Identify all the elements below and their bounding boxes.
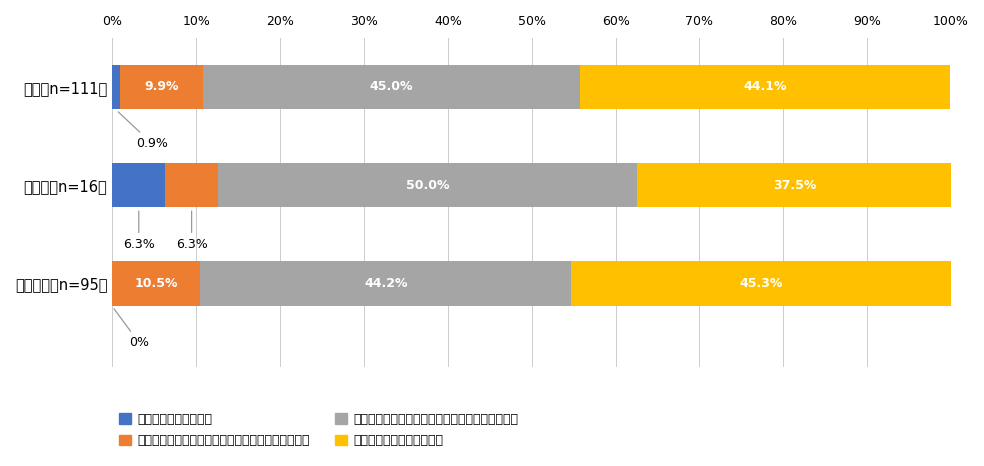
Text: 6.3%: 6.3% [176,211,208,251]
Bar [165,163,218,207]
Text: 45.0%: 45.0% [370,80,413,93]
Bar [112,65,120,109]
Bar [112,163,165,207]
Text: 50.0%: 50.0% [406,178,450,192]
Text: 44.1%: 44.1% [744,80,787,93]
Text: 6.3%: 6.3% [123,211,154,251]
Text: 44.2%: 44.2% [364,277,407,290]
Text: 0.9%: 0.9% [118,112,167,150]
Bar [571,261,952,306]
Bar [120,65,203,109]
Legend: 撤退済み／撤退を決定, 全面的な事業（操業）停止（一時的な停止を含む）, 一部事業（操業）の停止（一時的な停止を含む）, 通常どおり（検討中含む）: 撤退済み／撤退を決定, 全面的な事業（操業）停止（一時的な停止を含む）, 一部事… [119,413,519,447]
Text: 9.9%: 9.9% [145,80,179,93]
Bar [203,65,581,109]
Bar [581,65,951,109]
Bar [638,163,952,207]
Text: 0%: 0% [114,309,150,350]
Bar [201,261,571,306]
Text: 37.5%: 37.5% [773,178,817,192]
Text: 10.5%: 10.5% [135,277,178,290]
Bar [112,261,201,306]
Text: 45.3%: 45.3% [739,277,783,290]
Bar [218,163,638,207]
